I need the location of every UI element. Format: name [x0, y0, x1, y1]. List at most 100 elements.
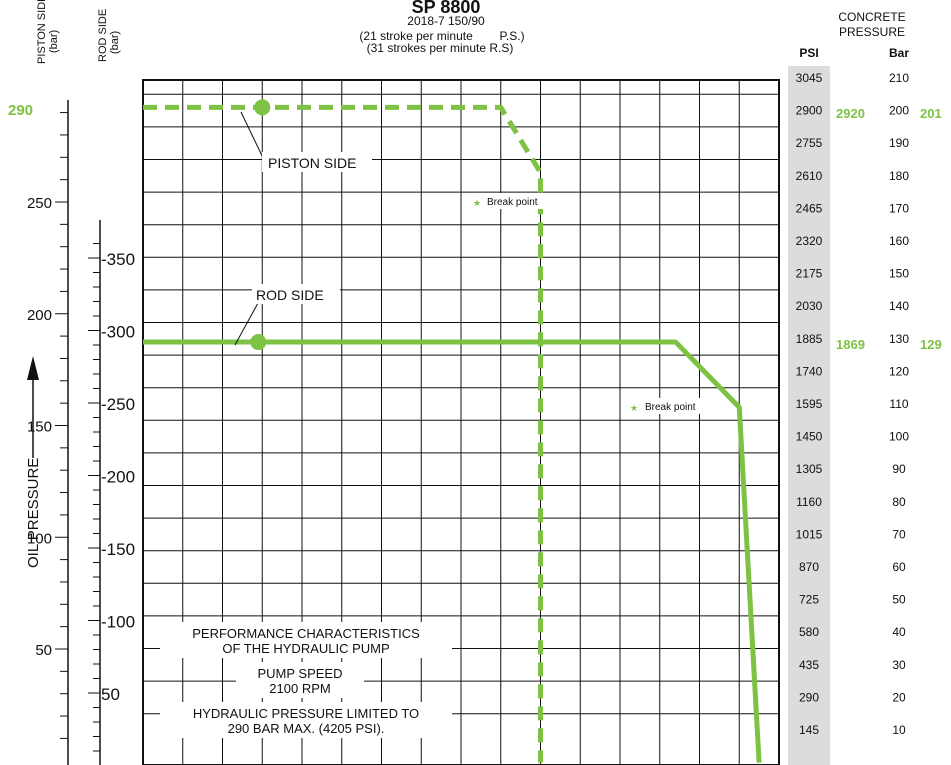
info-box-bg-3 [160, 702, 452, 738]
rod-tick-label: 50 [101, 685, 120, 704]
psi-tick-label: 1305 [796, 462, 823, 476]
rod-callout-line [234, 302, 259, 346]
bar-tick-label: 150 [889, 267, 909, 281]
psi-column-bg [788, 66, 830, 765]
rod-tick-label: -250 [101, 395, 135, 414]
psi-tick-label: 1450 [796, 430, 823, 444]
rod-psi-highlight: 1869 [836, 337, 865, 352]
rod-tick-label: -150 [101, 540, 135, 559]
piston-axis-header-line1: PISTON SIDE [36, 0, 48, 64]
piston-side-line [143, 104, 543, 763]
bar-tick-label: 80 [892, 495, 906, 509]
piston-max-label: 290 [8, 102, 33, 119]
psi-tick-label: 870 [799, 560, 819, 574]
chart-subtitle-3: (31 strokes per minute R.S) [367, 41, 514, 55]
bar-tick-label: 190 [889, 136, 909, 150]
bar-tick-label: 170 [889, 201, 909, 215]
break-point-1-star: ★ [473, 198, 481, 208]
psi-tick-label: 2900 [796, 104, 823, 118]
y-axis-label: OIL PRESSURE [25, 458, 42, 568]
info-line-3: PUMP SPEED [257, 666, 342, 681]
bar-tick-label: 110 [889, 397, 908, 411]
chart-subtitle-2: (21 stroke per minute P.S.) [359, 29, 524, 43]
break-point-2-star: ★ [630, 403, 638, 413]
info-line-5: HYDRAULIC PRESSURE LIMITED TO [193, 706, 419, 721]
bar-tick-label: 100 [889, 430, 909, 444]
bar-tick-label: 30 [892, 658, 906, 672]
psi-tick-label: 435 [799, 658, 819, 672]
piston-series-label: PISTON SIDE [268, 155, 356, 171]
rod-tick-label: -100 [101, 613, 135, 632]
info-line-1: PERFORMANCE CHARACTERISTICS [192, 626, 420, 641]
rod-tick-label: -350 [101, 250, 135, 269]
rod-axis-header: ROD SIDE (bar) [97, 9, 121, 62]
piston-callout-line [240, 111, 266, 163]
bar-tick-label: 90 [892, 462, 906, 476]
info-box-bg-1 [160, 622, 452, 658]
series-layer [143, 99, 762, 763]
concrete-header-1: CONCRETE [838, 10, 905, 24]
bar-tick-label: 10 [892, 723, 906, 737]
piston-label-bg [262, 152, 372, 172]
bar-tick-label: 70 [892, 527, 906, 541]
piston-axis-header-line2: (bar) [48, 30, 60, 53]
bar-tick-label: 130 [889, 332, 909, 346]
bar-tick-label: 210 [889, 71, 909, 85]
bar-tick-label: 180 [889, 169, 909, 183]
bar-tick-label: 160 [889, 234, 909, 248]
plot-frame [142, 79, 780, 765]
rod-axis-ticks: 50 -100 -150 -200 -250 -300 -350 [88, 243, 135, 752]
psi-tick-label: 1885 [796, 332, 823, 346]
psi-tick-label: 2030 [796, 299, 823, 313]
rod-bar-highlight: 129 [920, 337, 942, 352]
piston-tick-label: 150 [27, 419, 52, 436]
bar-tick-label: 20 [892, 690, 906, 704]
piston-tick-label: 100 [27, 530, 52, 547]
info-line-2: OF THE HYDRAULIC PUMP [222, 641, 389, 656]
piston-tick-label: 200 [27, 307, 52, 324]
piston-bar-highlight: 201 [920, 106, 942, 121]
bar-tick-label: 40 [892, 625, 906, 639]
rod-axis-header-line1: ROD SIDE [97, 9, 109, 62]
rod-axis-header-line2: (bar) [109, 31, 121, 54]
bar-tick-label: 120 [889, 364, 909, 378]
psi-tick-label: 2465 [796, 201, 823, 215]
psi-tick-label: 725 [799, 593, 819, 607]
psi-tick-label: 1015 [796, 527, 823, 541]
psi-tick-label: 290 [799, 690, 819, 704]
bar-tick-label: 200 [889, 104, 909, 118]
break-point-1-label: Break point [487, 197, 538, 208]
piston-axis-ticks: 50 100 150 200 250 [27, 112, 68, 739]
break-point-1-bg [472, 193, 552, 209]
rod-tick-label: -300 [101, 323, 135, 342]
psi-tick-label: 580 [799, 625, 819, 639]
bar-tick-label: 50 [892, 593, 906, 607]
piston-axis-header: PISTON SIDE (bar) [36, 0, 60, 64]
psi-tick-label: 2175 [796, 267, 823, 281]
psi-tick-label: 2610 [796, 169, 823, 183]
info-line-6: 290 BAR MAX. (4205 PSI). [228, 721, 385, 736]
piston-tick-label: 250 [27, 195, 52, 212]
bar-tick-label: 60 [892, 560, 906, 574]
concrete-header-2: PRESSURE [839, 25, 905, 39]
rod-series-label: ROD SIDE [256, 287, 324, 303]
psi-tick-label: 3045 [796, 71, 823, 85]
chart-title: SP 8800 [412, 0, 481, 17]
chart-subtitle-1: 2018-7 150/90 [407, 14, 485, 28]
psi-tick-label: 2755 [796, 136, 823, 150]
psi-tick-label: 1740 [796, 364, 823, 378]
rod-tick-label: -200 [101, 468, 135, 487]
psi-tick-label: 145 [799, 723, 819, 737]
rod-side-marker [250, 334, 267, 351]
info-box-bg-2 [236, 662, 364, 698]
concrete-axis-labels: 3045 210 2900 200 2755 190 2610 180 2465 170 2320 1… [796, 71, 910, 737]
piston-side-marker [254, 99, 271, 116]
break-point-2-bg [630, 398, 712, 414]
piston-psi-highlight: 2920 [836, 106, 865, 121]
piston-tick-label: 50 [35, 642, 52, 659]
psi-tick-label: 2320 [796, 234, 823, 248]
psi-header: PSI [799, 46, 818, 60]
break-point-2-label: Break point [645, 402, 696, 413]
psi-tick-label: 1595 [796, 397, 823, 411]
